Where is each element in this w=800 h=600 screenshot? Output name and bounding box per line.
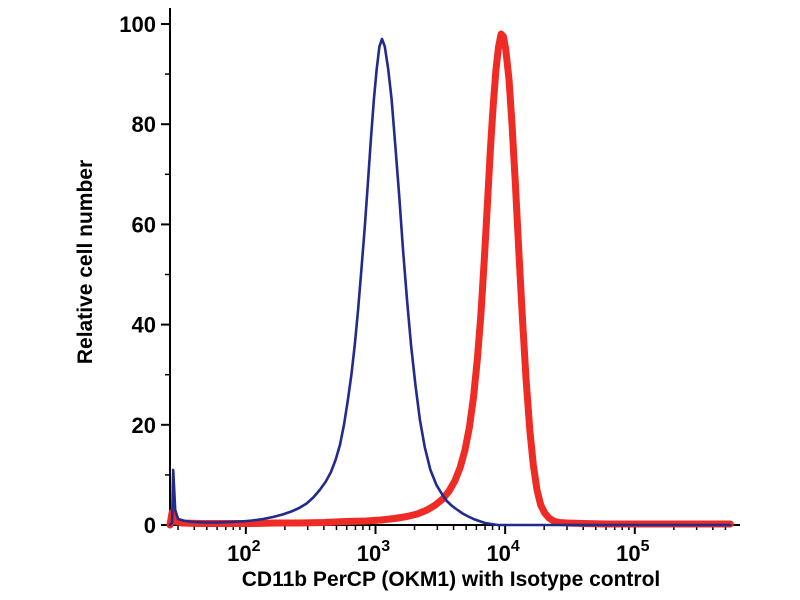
y-tick-label: 20 <box>132 413 156 438</box>
series-cd11b-percp <box>166 30 734 529</box>
x-tick-label: 102 <box>227 538 260 566</box>
y-axis-label: Relative cell number <box>74 159 97 365</box>
y-tick-label: 60 <box>132 212 156 237</box>
x-axis-label: CD11b PerCP (OKM1) with Isotype control <box>241 568 661 591</box>
x-tick-label: 105 <box>616 538 649 566</box>
x-tick-label: 104 <box>486 538 519 566</box>
y-tick-label: 100 <box>119 12 156 37</box>
y-tick-label: 40 <box>132 313 156 338</box>
series-isotype-control <box>168 37 732 527</box>
y-tick-label: 80 <box>132 112 156 137</box>
x-tick-label: 103 <box>357 538 390 566</box>
y-tick-label: 0 <box>144 513 156 538</box>
